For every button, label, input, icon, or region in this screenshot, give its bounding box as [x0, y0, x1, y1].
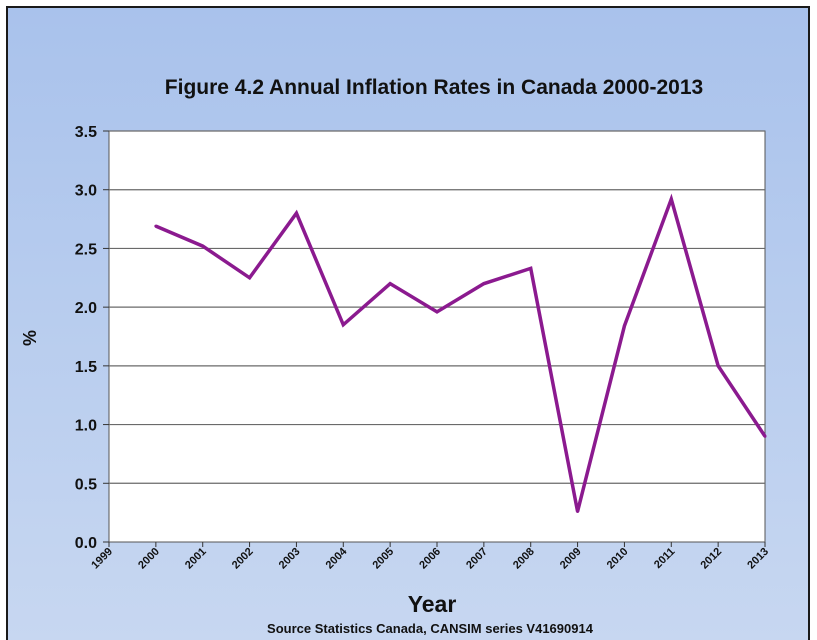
data-point: [622, 324, 626, 328]
x-axis-label: Year: [408, 591, 457, 617]
data-point: [154, 224, 158, 228]
y-tick-label: 1.5: [75, 359, 97, 376]
y-axis-label: %: [20, 330, 40, 346]
x-tick-label: 2007: [464, 546, 490, 572]
x-tick-label: 2003: [277, 546, 303, 572]
source-note: Source Statistics Canada, CANSIM series …: [267, 621, 594, 636]
series-lines: [154, 193, 767, 513]
x-tick-label: 2012: [698, 546, 724, 572]
x-tick-label: 2010: [605, 546, 631, 572]
chart-title: Figure 4.2 Annual Inflation Rates in Can…: [165, 76, 703, 99]
gridlines: [109, 130, 765, 484]
y-tick-label: 1.0: [75, 418, 97, 435]
x-tick-label: 2002: [230, 546, 256, 572]
data-point: [716, 364, 720, 368]
data-point: [201, 244, 205, 248]
data-point: [341, 323, 345, 327]
x-tick-label: 2009: [558, 546, 584, 572]
data-point: [435, 310, 439, 314]
y-tick-label: 2.5: [75, 241, 97, 258]
x-tick-label: 2001: [183, 546, 209, 572]
data-point: [669, 197, 673, 201]
x-tick-label: 2013: [745, 546, 771, 572]
data-point: [482, 282, 486, 286]
x-tick-label: 2005: [370, 546, 396, 572]
y-tick-label: 0.0: [75, 535, 97, 552]
y-tick-label: 0.5: [75, 476, 97, 493]
data-point: [763, 434, 767, 438]
y-tick-label: 3.5: [75, 124, 97, 141]
x-tick-label: 2000: [136, 546, 162, 572]
data-point: [248, 276, 252, 280]
x-tick-label: 2008: [511, 546, 537, 572]
series-line: [155, 193, 767, 512]
data-point: [576, 509, 580, 513]
x-tick-label: 2006: [417, 546, 443, 572]
plot-area: [108, 130, 766, 543]
data-point: [529, 266, 533, 270]
data-point: [294, 211, 298, 215]
y-tick-label: 2.0: [75, 300, 97, 317]
y-axis-ticks: 0.0 0.5 1.0 1.5 2.0 2.5 3.0 3.5: [75, 124, 109, 552]
x-tick-label: 2011: [652, 546, 677, 571]
data-point: [388, 282, 392, 286]
x-axis-ticks: 1999 2000 2001 2002 2003 2004 2005 2006 2007 2008…: [89, 542, 771, 571]
y-tick-label: 3.0: [75, 183, 97, 200]
x-tick-label: 2004: [324, 545, 350, 571]
